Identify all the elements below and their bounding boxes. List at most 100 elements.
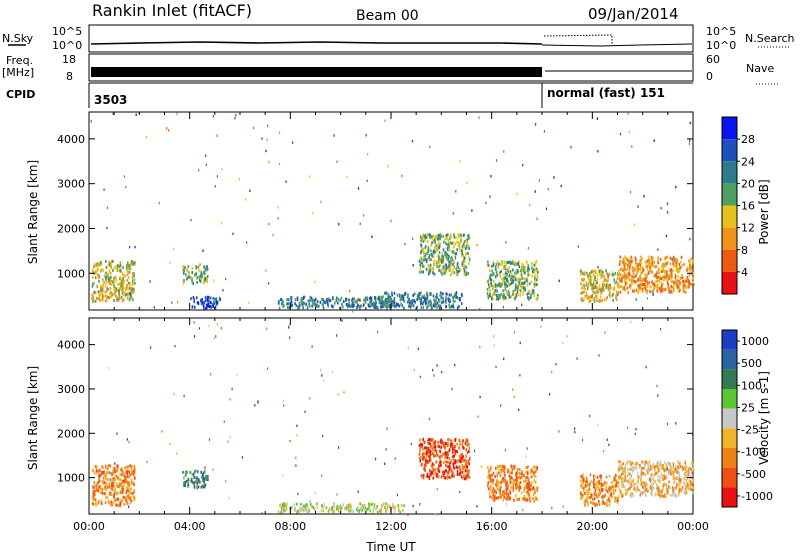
velocity-cell [492,493,495,497]
power-cell [433,272,436,276]
power-cell [311,299,313,303]
power-cell [107,288,109,291]
power-cell [685,279,688,283]
power-cell [92,275,94,279]
power-cell [425,297,427,301]
velocity-cell [581,478,584,482]
power-cell [623,260,626,264]
velocity-cell [592,501,594,505]
power-scatter [652,293,654,296]
velocity-cell [496,478,498,482]
velocity-cell [618,494,620,498]
power-cell [118,296,120,299]
velocity-cell [128,482,131,486]
power-cell [445,305,447,309]
power-scatter [401,174,403,178]
power-cell [457,270,460,273]
power-cell [677,275,680,279]
power-scatter [665,276,667,279]
velocity-cell [92,469,94,473]
power-cell [621,287,624,291]
velocity-cell [652,464,655,468]
velocity-cell [349,508,351,512]
power-cell [448,298,451,302]
power-cell [650,258,653,261]
power-cell [118,288,120,292]
power-cell [606,283,608,287]
velocity-cell [103,480,106,484]
power-cell [182,265,185,268]
velocity-cell [629,468,631,471]
power-cell [412,293,414,297]
power-cell [656,269,659,273]
power-cell [442,255,445,259]
velocity-cell [653,473,656,477]
power-cell [295,304,298,308]
power-cell [596,286,599,290]
power-cell [657,256,659,259]
power-cell [318,304,320,308]
power-cell [654,265,656,269]
power-cell [660,286,663,290]
velocity-scatter [229,436,231,439]
velocity-cell [342,503,344,507]
power-cell [381,305,384,309]
velocity-cell [131,492,133,496]
velocity-cell [350,508,352,512]
power-cell [463,256,466,260]
power-cell [679,266,681,270]
power-cell [438,268,440,272]
velocity-cell [691,477,693,481]
power-cell [637,291,639,294]
velocity-scatter [454,363,456,367]
power-cell [531,274,533,278]
velocity-cell [499,493,502,497]
velocity-cell [522,474,525,478]
velocity-cell [530,483,532,487]
velocity-cell [110,492,113,496]
velocity-cell [503,495,505,498]
power-cell [672,255,675,259]
velocity-cell [109,492,112,496]
velocity-cell [283,504,286,508]
velocity-scatter [630,320,632,324]
power-ytick-label-3: 4000 [57,133,85,146]
power-scatter [597,150,599,153]
power-cell [624,262,626,266]
power-colorbar-label-4: 20 [741,177,755,190]
power-scatter [220,222,223,225]
velocity-cell [678,473,681,477]
power-cell [676,258,678,262]
velocity-cell [434,445,437,449]
power-cell [662,275,665,279]
velocity-cell [93,494,95,498]
velocity-cell [523,494,526,498]
power-cell [650,269,652,273]
power-cell [512,290,514,294]
velocity-cell [525,484,528,488]
velocity-cell [121,485,124,489]
velocity-cell [631,480,633,484]
velocity-cell [650,487,652,491]
power-cell [370,298,373,302]
velocity-cell [449,444,452,448]
power-cell [418,297,421,301]
power-cell [592,279,595,283]
power-cell [618,269,620,273]
velocity-cell [513,498,516,502]
velocity-cell [426,459,429,463]
velocity-cell [426,474,429,478]
power-cell [287,298,290,302]
velocity-scatter [377,330,379,334]
power-cell [527,296,529,300]
velocity-scatter [433,450,435,453]
power-cell [121,299,124,303]
velocity-cell [587,496,590,500]
velocity-cell [461,470,464,474]
velocity-scatter [581,438,584,442]
velocity-cell [660,464,663,468]
velocity-cell [375,506,378,510]
power-cell [499,295,501,299]
power-cell [113,276,115,280]
velocity-cell [466,438,468,442]
